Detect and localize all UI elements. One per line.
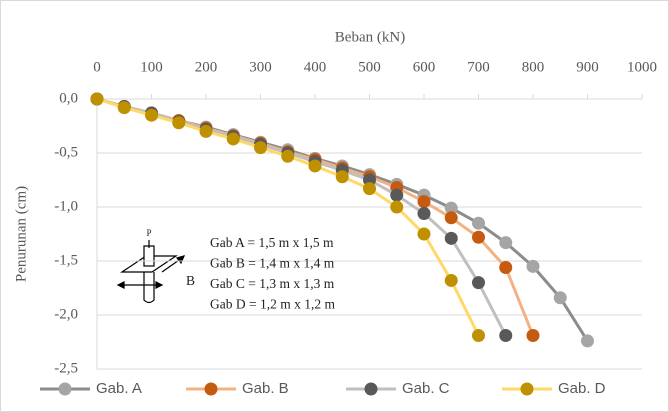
x-tick-label: 600: [413, 59, 436, 75]
legend-marker: [59, 383, 72, 396]
data-point: [554, 291, 567, 304]
data-point: [499, 261, 512, 274]
data-point: [581, 334, 594, 347]
legend-label: Gab. D: [558, 380, 606, 397]
annotation: Gab D = 1,2 m x 1,2 m: [210, 297, 335, 312]
x-tick-label: 900: [576, 59, 599, 75]
data-point: [418, 207, 431, 220]
data-point: [499, 329, 512, 342]
y-tick-label: 0,0: [59, 90, 78, 106]
data-point: [390, 201, 403, 214]
data-point: [254, 141, 267, 154]
legend-label: Gab. A: [96, 380, 142, 397]
y-axis-title: Penurunan (cm): [13, 186, 29, 282]
data-point: [172, 116, 185, 129]
data-point: [499, 236, 512, 249]
x-tick-label: 800: [522, 59, 545, 75]
icon-label: B: [186, 273, 195, 288]
data-point: [118, 101, 131, 114]
data-point: [336, 170, 349, 183]
legend-label: Gab. B: [242, 380, 289, 397]
y-tick-label: -1,0: [54, 198, 78, 214]
y-tick-label: -0,5: [54, 144, 78, 160]
data-point: [363, 182, 376, 195]
data-point: [445, 211, 458, 224]
data-point: [472, 217, 485, 230]
legend-marker: [365, 383, 378, 396]
data-point: [418, 195, 431, 208]
x-tick-label: 500: [358, 59, 381, 75]
data-point: [445, 232, 458, 245]
x-axis-title: Beban (kN): [335, 29, 405, 45]
data-point: [281, 150, 294, 163]
x-tick-label: 300: [249, 59, 272, 75]
data-point: [527, 329, 540, 342]
x-tick-label: 100: [140, 59, 163, 75]
legend-marker: [205, 383, 218, 396]
x-tick-label: 400: [304, 59, 327, 75]
data-point: [145, 109, 158, 122]
data-point: [472, 329, 485, 342]
data-point: [472, 231, 485, 244]
legend-label: Gab. C: [402, 380, 450, 397]
data-point: [472, 276, 485, 289]
data-point: [309, 159, 322, 172]
annotation: Gab C = 1,3 m x 1,3 m: [210, 276, 335, 291]
y-tick-label: -2,0: [54, 306, 78, 322]
data-point: [418, 228, 431, 241]
data-point: [91, 93, 104, 106]
x-tick-label: 700: [467, 59, 490, 75]
x-tick-label: 0: [93, 59, 101, 75]
legend-marker: [521, 383, 534, 396]
annotation: Gab A = 1,5 m x 1,5 m: [210, 235, 334, 250]
x-tick-label: 200: [195, 59, 218, 75]
data-point: [445, 274, 458, 287]
annotation: Gab B = 1,4 m x 1,4 m: [210, 256, 335, 271]
chart: Beban (kN) Penurunan (cm) P B 0,0 -0,5 -1,…: [0, 0, 669, 412]
y-tick-label: -2,5: [54, 360, 78, 376]
data-point: [390, 189, 403, 202]
data-point: [200, 125, 213, 138]
icon-label: P: [146, 228, 151, 238]
y-tick-label: -1,5: [54, 252, 78, 268]
x-tick-label: 1000: [627, 59, 657, 75]
data-point: [527, 260, 540, 273]
data-point: [227, 132, 240, 145]
